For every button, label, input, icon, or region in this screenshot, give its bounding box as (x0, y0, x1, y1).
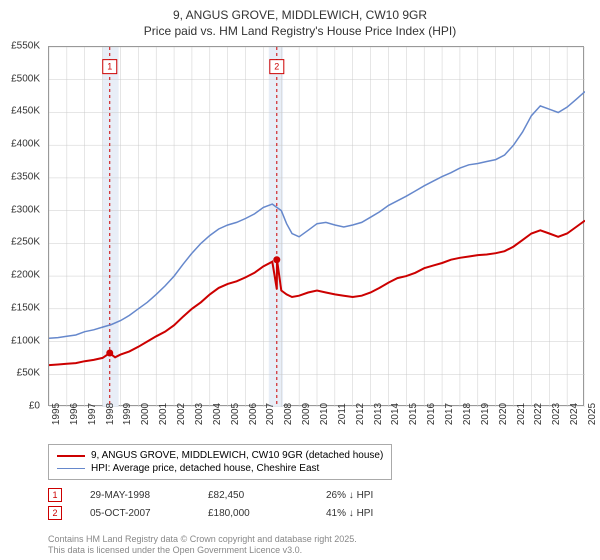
marker-delta: 41% ↓ HPI (326, 508, 416, 519)
x-axis-labels: 1995199619971998199920002001200220032004… (48, 410, 584, 440)
footer-line2: This data is licensed under the Open Gov… (48, 545, 357, 556)
y-tick-label: £150K (11, 302, 40, 313)
y-tick-label: £300K (11, 204, 40, 215)
title-line1: 9, ANGUS GROVE, MIDDLEWICH, CW10 9GR (0, 8, 600, 24)
x-tick-label: 2004 (212, 403, 223, 425)
legend: 9, ANGUS GROVE, MIDDLEWICH, CW10 9GR (de… (48, 444, 392, 480)
y-tick-label: £450K (11, 106, 40, 117)
x-tick-label: 2009 (301, 403, 312, 425)
x-tick-label: 2005 (230, 403, 241, 425)
x-tick-label: 2019 (480, 403, 491, 425)
x-tick-label: 2011 (337, 403, 348, 425)
chart-plot-area: 12 (48, 46, 584, 406)
marker-table: 1 29-MAY-1998 £82,450 26% ↓ HPI 2 05-OCT-2007… (48, 486, 416, 522)
x-tick-label: 2015 (408, 403, 419, 425)
x-tick-label: 1996 (69, 403, 80, 425)
title-line2: Price paid vs. HM Land Registry's House … (0, 24, 600, 40)
footer: Contains HM Land Registry data © Crown c… (48, 534, 357, 556)
x-tick-label: 2024 (569, 403, 580, 425)
footer-line1: Contains HM Land Registry data © Crown c… (48, 534, 357, 545)
y-tick-label: £350K (11, 171, 40, 182)
x-tick-label: 2010 (319, 403, 330, 425)
x-tick-label: 1995 (51, 403, 62, 425)
legend-label: 9, ANGUS GROVE, MIDDLEWICH, CW10 9GR (de… (91, 450, 383, 461)
x-tick-label: 2020 (498, 403, 509, 425)
y-tick-label: £50K (17, 368, 40, 379)
y-tick-label: £400K (11, 139, 40, 150)
y-axis-labels: £0£50K£100K£150K£200K£250K£300K£350K£400… (0, 46, 44, 406)
y-tick-label: £500K (11, 73, 40, 84)
marker-date: 05-OCT-2007 (90, 508, 180, 519)
x-tick-label: 2017 (444, 403, 455, 425)
legend-label: HPI: Average price, detached house, Ches… (91, 463, 319, 474)
svg-text:1: 1 (107, 62, 112, 72)
x-tick-label: 2016 (426, 403, 437, 425)
marker-badge: 1 (48, 488, 62, 502)
legend-swatch (57, 455, 85, 457)
marker-date: 29-MAY-1998 (90, 490, 180, 501)
y-tick-label: £250K (11, 237, 40, 248)
y-tick-label: £550K (11, 41, 40, 52)
x-tick-label: 1999 (122, 403, 133, 425)
marker-delta: 26% ↓ HPI (326, 490, 416, 501)
x-tick-label: 2018 (462, 403, 473, 425)
chart-title-block: 9, ANGUS GROVE, MIDDLEWICH, CW10 9GR Pri… (0, 0, 600, 39)
x-tick-label: 2013 (373, 403, 384, 425)
x-tick-label: 2000 (140, 403, 151, 425)
x-tick-label: 1998 (105, 403, 116, 425)
marker-price: £82,450 (208, 490, 298, 501)
x-tick-label: 2023 (551, 403, 562, 425)
x-tick-label: 2014 (390, 403, 401, 425)
legend-swatch (57, 468, 85, 469)
x-tick-label: 2012 (355, 403, 366, 425)
svg-text:2: 2 (274, 62, 279, 72)
x-tick-label: 2025 (587, 403, 598, 425)
y-tick-label: £100K (11, 335, 40, 346)
y-tick-label: £0 (29, 401, 40, 412)
x-tick-label: 2008 (283, 403, 294, 425)
x-tick-label: 2006 (248, 403, 259, 425)
x-tick-label: 2002 (176, 403, 187, 425)
y-tick-label: £200K (11, 270, 40, 281)
marker-badge: 2 (48, 506, 62, 520)
marker-row: 1 29-MAY-1998 £82,450 26% ↓ HPI (48, 486, 416, 504)
marker-row: 2 05-OCT-2007 £180,000 41% ↓ HPI (48, 504, 416, 522)
marker-price: £180,000 (208, 508, 298, 519)
x-tick-label: 2001 (158, 403, 169, 425)
legend-item: HPI: Average price, detached house, Ches… (57, 462, 383, 475)
x-tick-label: 1997 (87, 403, 98, 425)
chart-svg: 12 (49, 47, 585, 407)
x-tick-label: 2007 (265, 403, 276, 425)
x-tick-label: 2021 (516, 403, 527, 425)
legend-item: 9, ANGUS GROVE, MIDDLEWICH, CW10 9GR (de… (57, 449, 383, 462)
x-tick-label: 2022 (533, 403, 544, 425)
x-tick-label: 2003 (194, 403, 205, 425)
